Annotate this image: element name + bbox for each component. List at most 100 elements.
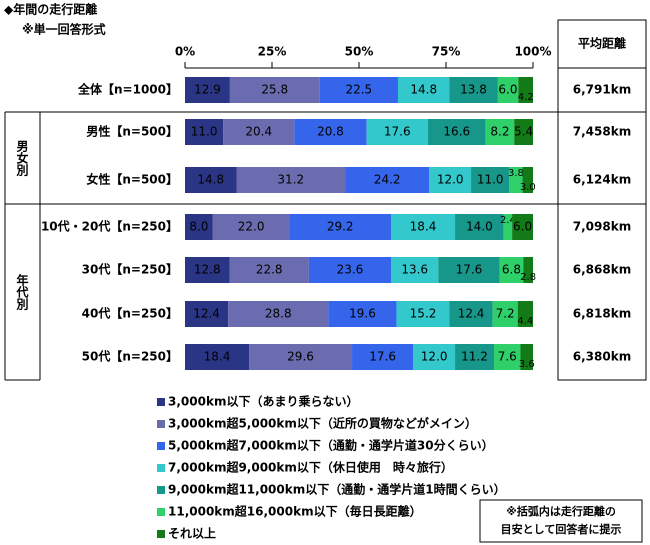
bar-segment	[212, 214, 290, 240]
value-label: 3.8	[508, 168, 524, 179]
group-label: 年代別	[15, 273, 29, 311]
value-label: 17.6	[369, 350, 396, 364]
value-label: 28.8	[265, 307, 292, 321]
value-label: 22.0	[238, 220, 265, 234]
table-value: 6,818km	[573, 307, 631, 321]
bar-segment	[228, 301, 329, 327]
value-label: 6.0	[513, 220, 532, 234]
bar-segment	[397, 77, 450, 103]
value-label: 12.8	[194, 263, 221, 277]
table-border	[557, 19, 647, 381]
value-label: 7.6	[498, 350, 517, 364]
category-label: 50代【n=250】	[82, 349, 178, 364]
bar-segment	[319, 77, 398, 103]
bar-segment	[185, 214, 213, 240]
category-label: 30代【n=250】	[82, 262, 178, 277]
bar-segment	[429, 167, 472, 193]
bar-segment	[455, 344, 495, 370]
value-label: 12.0	[421, 350, 448, 364]
value-label: 29.2	[327, 220, 354, 234]
bar-segment	[499, 257, 524, 283]
bar-segment	[523, 257, 533, 283]
bar-segment	[289, 214, 392, 240]
bar-segment	[352, 344, 414, 370]
bar-segment	[471, 167, 510, 193]
value-label: 22.8	[256, 263, 283, 277]
value-label: 6.0	[498, 83, 517, 97]
bar-segment	[485, 119, 515, 145]
legend-label: それ以上	[168, 526, 216, 541]
legend-label: 3,000km超5,000km以下（近所の買物などがメイン）	[168, 416, 477, 431]
value-label: 31.2	[277, 173, 304, 187]
bar-segment	[494, 344, 521, 370]
value-label: 11.2	[461, 350, 488, 364]
value-label: 18.4	[410, 220, 437, 234]
legend-label: 11,000km超16,000km以下（毎日長距離）	[168, 504, 422, 519]
note-text: 目安として回答者に提示	[501, 522, 622, 536]
bar-segment	[509, 167, 523, 193]
value-label: 12.0	[437, 173, 464, 187]
value-label: 12.4	[193, 307, 220, 321]
legend-swatch	[157, 464, 165, 472]
bar-segment	[391, 257, 439, 283]
x-tick-label: 75%	[432, 45, 461, 59]
value-label: 11.0	[477, 173, 504, 187]
value-label: 20.4	[245, 125, 272, 139]
bar-segment	[308, 257, 392, 283]
group-label: 男女別	[15, 140, 29, 177]
bar-segment	[294, 119, 367, 145]
value-label: 17.6	[456, 263, 483, 277]
table-value: 6,124km	[573, 173, 631, 187]
bar-segment	[492, 301, 518, 327]
value-label: 3.6	[519, 359, 535, 370]
category-label: 40代【n=250】	[82, 306, 178, 321]
bar-segment	[455, 214, 504, 240]
bar-segment	[185, 257, 230, 283]
bar-segment	[249, 344, 353, 370]
bar-segment	[345, 167, 430, 193]
bar-segment	[185, 301, 229, 327]
table-value: 6,791km	[573, 83, 631, 97]
chart-title: ◆年間の走行距離	[4, 2, 97, 17]
legend-swatch	[157, 486, 165, 494]
category-label: 10代・20代【n=250】	[41, 219, 178, 234]
value-label: 2.8	[520, 272, 536, 283]
legend-label: 7,000km超9,000km以下（休日使用 時々旅行）	[168, 460, 453, 475]
bar-segment	[185, 77, 230, 103]
value-label: 13.8	[460, 83, 487, 97]
category-label: 全体【n=1000】	[77, 82, 178, 97]
legend-label: 9,000km超11,000km以下（通勤・通学片道1時間くらい）	[168, 482, 506, 497]
table-header: 平均距離	[578, 36, 626, 51]
bar-segment	[396, 301, 450, 327]
table-value: 7,098km	[573, 220, 631, 234]
bar-segment	[366, 119, 428, 145]
value-label: 13.6	[401, 263, 428, 277]
value-label: 17.6	[384, 125, 411, 139]
table-value: 6,380km	[573, 350, 631, 364]
bar-segment	[413, 344, 456, 370]
value-label: 18.4	[204, 350, 231, 364]
value-label: 22.5	[345, 83, 372, 97]
legend-swatch	[157, 420, 165, 428]
bar-segment	[438, 257, 500, 283]
bar-segment	[328, 301, 397, 327]
bar-segment	[449, 77, 498, 103]
x-tick-label: 50%	[345, 45, 374, 59]
value-label: 3.0	[520, 182, 536, 193]
value-label: 8.2	[490, 125, 509, 139]
legend-swatch	[157, 398, 165, 406]
bar-segment	[520, 344, 533, 370]
value-label: 7.2	[496, 307, 515, 321]
chart-subtitle: ※単一回答形式	[22, 22, 106, 37]
value-label: 11.0	[191, 125, 218, 139]
bar-segment	[229, 77, 320, 103]
value-label: 4.4	[517, 316, 533, 327]
bar-segment	[229, 257, 309, 283]
value-label: 15.2	[410, 307, 437, 321]
bar-segment	[185, 119, 224, 145]
legend-swatch	[157, 530, 165, 538]
x-tick-label: 0%	[175, 45, 195, 59]
bar-segment	[514, 119, 533, 145]
x-tick-label: 25%	[258, 45, 287, 59]
